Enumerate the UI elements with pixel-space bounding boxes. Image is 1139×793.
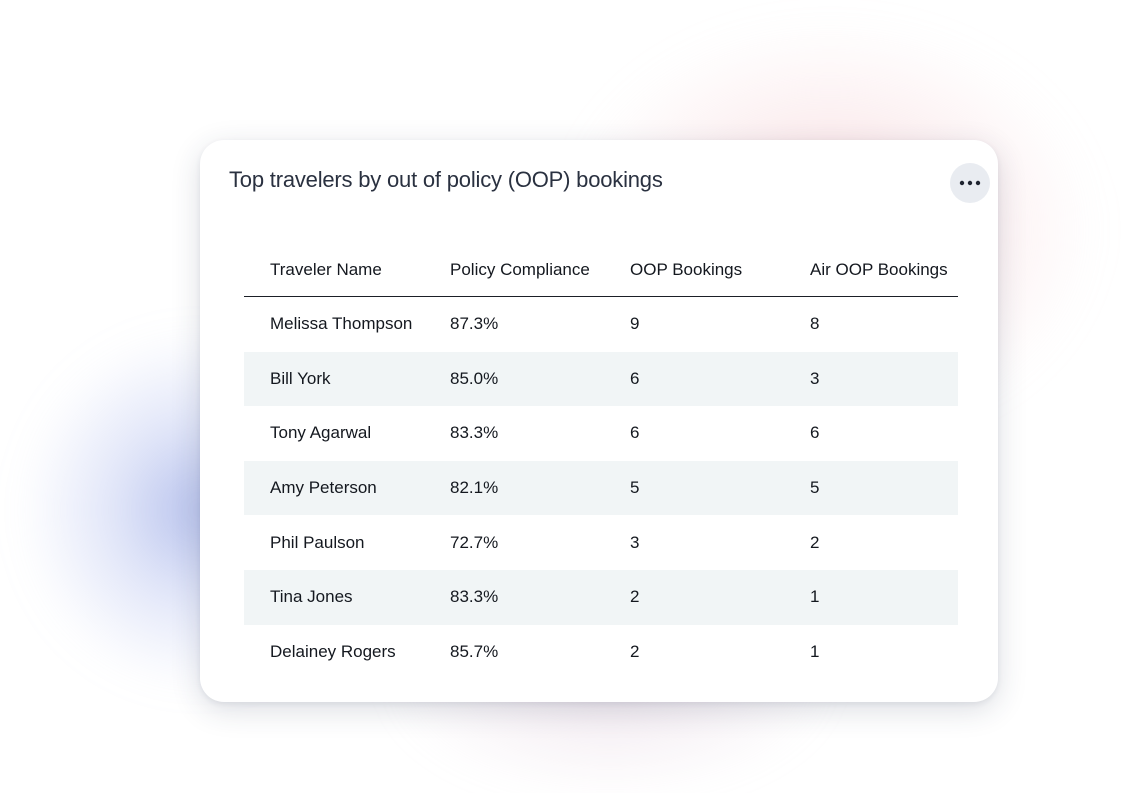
oop-bookings-cell: 2 [630,641,640,661]
oop-bookings-cell: 5 [630,478,640,498]
policy-compliance-cell: 72.7% [450,532,499,552]
table-row[interactable]: Tina Jones 83.3% 2 1 [244,569,958,625]
oop-bookings-cell: 6 [630,423,640,443]
air-oop-bookings-cell: 5 [810,478,820,498]
traveler-name-cell: Bill York [270,368,331,388]
table-row[interactable]: Phil Paulson 72.7% 3 2 [244,515,958,570]
card-title: Top travelers by out of policy (OOP) boo… [229,167,663,192]
air-oop-bookings-cell: 8 [810,314,820,334]
air-oop-bookings-cell: 1 [810,641,820,661]
traveler-name-cell: Phil Paulson [270,532,365,552]
table-row[interactable]: Tony Agarwal 83.3% 6 6 [244,406,958,461]
column-header-traveler-name[interactable]: Traveler Name [270,260,382,279]
oop-bookings-cell: 3 [630,532,640,552]
more-horizontal-icon [959,180,981,186]
column-header-oop-bookings[interactable]: OOP Bookings [630,260,743,279]
oop-bookings-cell: 9 [630,314,640,334]
traveler-name-cell: Melissa Thompson [270,314,413,334]
traveler-name-cell: Delainey Rogers [270,641,396,661]
table-row[interactable]: Amy Peterson 82.1% 5 5 [244,460,958,516]
oop-bookings-cell: 2 [630,587,640,607]
travelers-table: Traveler Name Policy Compliance OOP Book… [244,242,958,679]
policy-compliance-cell: 83.3% [450,587,499,607]
policy-compliance-cell: 83.3% [450,423,499,443]
air-oop-bookings-cell: 1 [810,587,820,607]
policy-compliance-cell: 82.1% [450,478,499,498]
policy-compliance-cell: 85.7% [450,641,499,661]
air-oop-bookings-cell: 2 [810,532,820,552]
traveler-name-cell: Tina Jones [270,587,353,607]
traveler-name-cell: Amy Peterson [270,478,377,498]
column-header-policy-compliance[interactable]: Policy Compliance [450,260,590,279]
oop-travelers-card: Top travelers by out of policy (OOP) boo… [200,140,998,702]
air-oop-bookings-cell: 6 [810,423,820,443]
table-row[interactable]: Bill York 85.0% 6 3 [244,351,958,407]
policy-compliance-cell: 85.0% [450,368,499,388]
policy-compliance-cell: 87.3% [450,314,499,334]
oop-bookings-cell: 6 [630,368,640,388]
traveler-name-cell: Tony Agarwal [270,423,372,443]
more-options-button[interactable] [950,163,990,203]
table-header-row: Traveler Name Policy Compliance OOP Book… [244,242,958,297]
table-row[interactable]: Melissa Thompson 87.3% 9 8 [244,297,958,352]
column-header-air-oop-bookings[interactable]: Air OOP Bookings [810,260,948,279]
table-row[interactable]: Delainey Rogers 85.7% 2 1 [244,625,958,680]
air-oop-bookings-cell: 3 [810,368,820,388]
